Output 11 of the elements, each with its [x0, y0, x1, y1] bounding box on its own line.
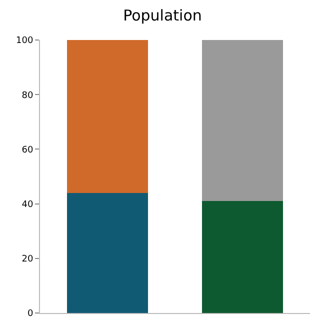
bar	[67, 40, 148, 193]
y-tick-label: 20	[22, 254, 34, 265]
y-tick-label: 80	[22, 90, 34, 101]
chart-title: Population	[123, 6, 202, 24]
bar	[202, 201, 283, 313]
y-tick-label: 100	[16, 36, 34, 46]
y-tick-label: 40	[22, 200, 34, 210]
bar	[67, 192, 148, 313]
bar	[202, 40, 283, 202]
y-tick-label: 60	[22, 145, 34, 156]
y-tick-label: 0	[27, 309, 34, 320]
